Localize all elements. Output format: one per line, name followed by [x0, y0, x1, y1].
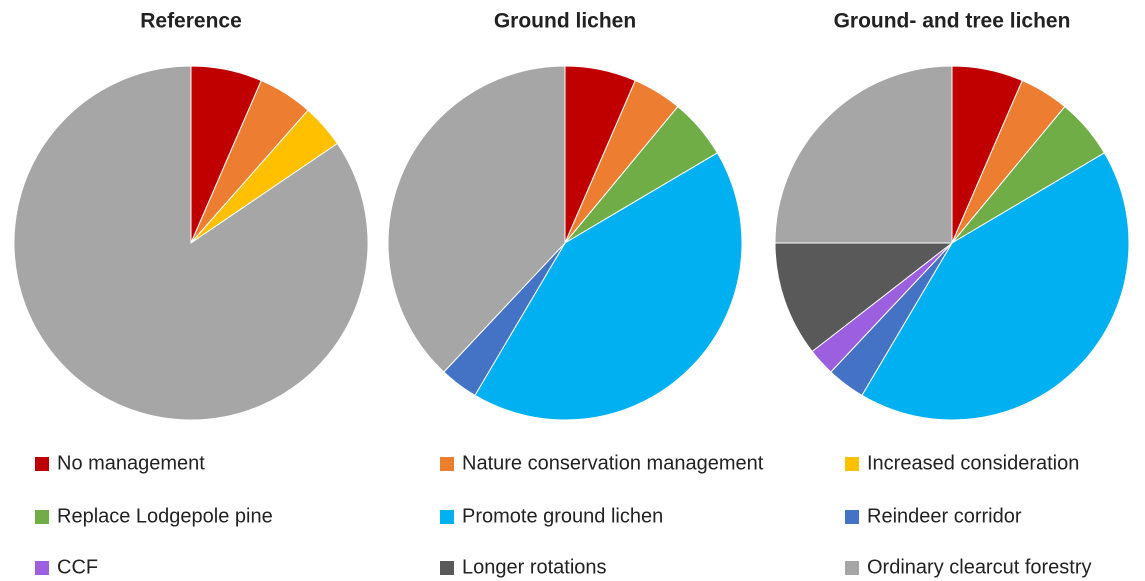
pie-slice	[774, 242, 954, 353]
legend-label: No management	[57, 452, 205, 474]
legend-swatch	[35, 457, 49, 471]
legend-label: Increased consideration	[867, 452, 1079, 474]
legend-swatch	[845, 457, 859, 471]
chart-title: Reference	[140, 10, 242, 33]
legend-label: Nature conservation management	[462, 452, 764, 474]
legend-swatch	[35, 561, 49, 575]
legend-swatch	[440, 457, 454, 471]
legend-swatch	[845, 561, 859, 575]
chart-title: Ground lichen	[494, 10, 636, 33]
pie-slice	[13, 65, 369, 421]
legend-label: Reindeer corridor	[867, 505, 1022, 527]
legend-swatch	[845, 510, 859, 524]
pie-slice	[774, 65, 953, 244]
legend-label: CCF	[57, 556, 98, 578]
pie-slice	[474, 152, 743, 421]
legend-label: Ordinary clearcut forestry	[867, 556, 1092, 578]
legend-swatch	[440, 561, 454, 575]
legend-label: Replace Lodgepole pine	[57, 505, 273, 527]
chart-title: Ground- and tree lichen	[834, 10, 1071, 33]
legend-swatch	[35, 510, 49, 524]
legend-swatch	[440, 510, 454, 524]
legend-label: Longer rotations	[462, 556, 607, 578]
pie-slice	[387, 65, 566, 373]
legend-label: Promote ground lichen	[462, 505, 663, 527]
pie-slice	[861, 152, 1130, 421]
